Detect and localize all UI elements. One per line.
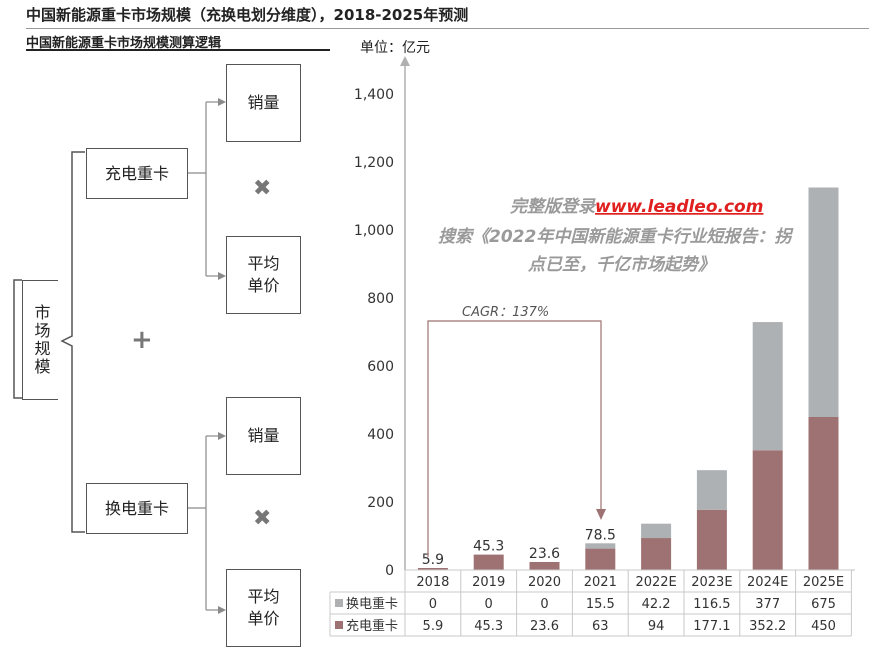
- legend-label: 充电重卡: [346, 618, 398, 634]
- table-cell: 0: [485, 597, 493, 612]
- table-cell: 63: [592, 619, 609, 634]
- cagr-bracket: [428, 321, 601, 557]
- bar-charging: [474, 555, 504, 570]
- total-data-label: 23.6: [529, 546, 560, 562]
- table-cell: 42.2: [642, 597, 671, 612]
- x-tick-label: 2020: [528, 575, 561, 590]
- y-axis-arrow: [400, 56, 410, 66]
- bar-charging: [530, 562, 560, 570]
- y-tick-label: 1,400: [354, 87, 394, 103]
- bar-swapping: [641, 524, 671, 538]
- x-tick-label: 2025E: [803, 575, 844, 590]
- legend-label: 换电重卡: [346, 596, 398, 612]
- cagr-arrowhead: [596, 509, 606, 520]
- total-data-label: 45.3: [473, 539, 504, 555]
- y-tick-label: 0: [385, 563, 394, 579]
- x-tick-label: 2018: [416, 575, 449, 590]
- table-cell: 45.3: [474, 619, 503, 634]
- watermark-link: www.leadleo.com: [595, 197, 763, 217]
- unit-label: 单位：亿元: [360, 40, 430, 56]
- table-cell: 15.5: [586, 597, 615, 612]
- total-data-label: 5.9: [422, 552, 444, 568]
- table-cell: 116.5: [693, 597, 730, 612]
- watermark-prefix: 完整版登录: [510, 197, 597, 217]
- bar-charging: [697, 510, 727, 570]
- table-cell: 450: [811, 619, 836, 634]
- cagr-label: CAGR：137%: [462, 305, 549, 320]
- y-tick-label: 800: [367, 291, 394, 307]
- watermark-line-3: 点已至，千亿市场起势》: [527, 255, 715, 275]
- table-cell: 177.1: [693, 619, 730, 634]
- y-tick-label: 1,200: [354, 155, 394, 171]
- table-cell: 352.2: [749, 619, 786, 634]
- table-cell: 23.6: [530, 619, 559, 634]
- y-tick-label: 400: [367, 427, 394, 443]
- bar-swapping: [809, 188, 839, 418]
- bar-swapping: [753, 322, 783, 450]
- x-tick-label: 2022E: [635, 575, 676, 590]
- table-cell: 5.9: [423, 619, 444, 634]
- bar-swapping: [585, 543, 615, 548]
- table-cell: 675: [811, 597, 836, 612]
- table-cell: 377: [755, 597, 780, 612]
- bar-charging: [585, 549, 615, 570]
- y-tick-label: 1,000: [354, 223, 394, 239]
- legend-swatch: [335, 621, 343, 629]
- bar-charging: [809, 417, 839, 570]
- x-tick-label: 2024E: [747, 575, 788, 590]
- y-tick-label: 600: [367, 359, 394, 375]
- bar-swapping: [697, 470, 727, 510]
- x-tick-label: 2021: [584, 575, 617, 590]
- bar-charging: [641, 538, 671, 570]
- y-tick-label: 200: [367, 495, 394, 511]
- x-tick-label: 2019: [472, 575, 505, 590]
- table-cell: 0: [540, 597, 548, 612]
- legend-swatch: [335, 599, 343, 607]
- x-tick-label: 2023E: [691, 575, 732, 590]
- table-cell: 0: [429, 597, 437, 612]
- watermark-line-2: 搜索《2022年中国新能源重卡行业短报告：拐: [438, 227, 794, 247]
- total-data-label: 78.5: [585, 527, 616, 543]
- bar-charging: [753, 450, 783, 570]
- table-cell: 94: [648, 619, 665, 634]
- watermark-line-1: 完整版登录www.leadleo.com: [510, 197, 763, 217]
